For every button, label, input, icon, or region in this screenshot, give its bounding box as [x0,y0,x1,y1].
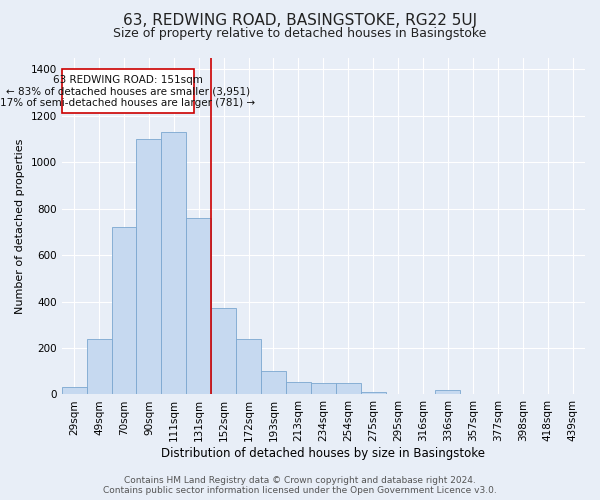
FancyBboxPatch shape [62,69,194,114]
Bar [161,132,186,394]
Bar [311,383,336,394]
Bar [186,218,211,394]
X-axis label: Distribution of detached houses by size in Basingstoke: Distribution of detached houses by size … [161,447,485,460]
Y-axis label: Number of detached properties: Number of detached properties [15,138,25,314]
Text: 63 REDWING ROAD: 151sqm
← 83% of detached houses are smaller (3,951)
17% of semi: 63 REDWING ROAD: 151sqm ← 83% of detache… [0,74,255,108]
Bar [236,338,261,394]
Bar [112,227,136,394]
Text: Size of property relative to detached houses in Basingstoke: Size of property relative to detached ho… [113,28,487,40]
Bar [286,382,311,394]
Bar [436,390,460,394]
Bar [136,139,161,394]
Bar [336,383,361,394]
Text: 63, REDWING ROAD, BASINGSTOKE, RG22 5UJ: 63, REDWING ROAD, BASINGSTOKE, RG22 5UJ [123,12,477,28]
Bar [361,392,386,394]
Bar [62,388,86,394]
Bar [261,371,286,394]
Text: Contains HM Land Registry data © Crown copyright and database right 2024.
Contai: Contains HM Land Registry data © Crown c… [103,476,497,495]
Bar [86,338,112,394]
Bar [211,308,236,394]
